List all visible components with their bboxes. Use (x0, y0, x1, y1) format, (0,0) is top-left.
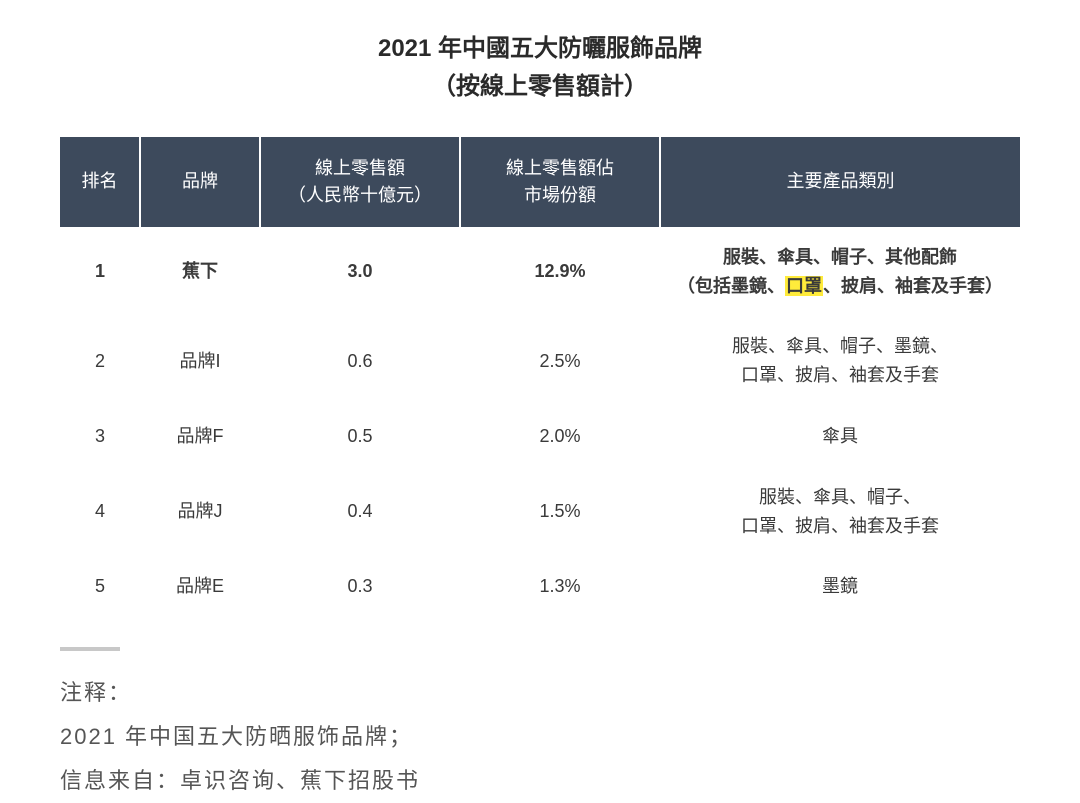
notes-line-2: 信息来自：卓识咨询、蕉下招股书 (60, 759, 1020, 803)
cell-sales: 3.0 (260, 227, 460, 317)
cell-rank: 4 (60, 467, 140, 557)
notes-label: 注释： (60, 671, 1020, 715)
cell-rank: 5 (60, 556, 140, 617)
cell-rank: 1 (60, 227, 140, 317)
cell-brand: 品牌I (140, 316, 260, 406)
notes-block: 注释： 2021 年中国五大防晒服饰品牌； 信息来自：卓识咨询、蕉下招股书 (60, 671, 1020, 803)
col-header-products: 主要產品類別 (660, 137, 1020, 227)
cell-brand: 品牌E (140, 556, 260, 617)
col-header-sales: 線上零售額（人民幣十億元） (260, 137, 460, 227)
table-row: 1蕉下3.012.9%服裝、傘具、帽子、其他配飾（包括墨鏡、口罩、披肩、袖套及手… (60, 227, 1020, 317)
cell-brand: 品牌F (140, 406, 260, 467)
cell-products: 服裝、傘具、帽子、墨鏡、口罩、披肩、袖套及手套 (660, 316, 1020, 406)
cell-products: 傘具 (660, 406, 1020, 467)
cell-share: 2.5% (460, 316, 660, 406)
cell-sales: 0.3 (260, 556, 460, 617)
cell-sales: 0.4 (260, 467, 460, 557)
cell-sales: 0.5 (260, 406, 460, 467)
col-header-rank-text: 排名 (82, 171, 118, 191)
col-header-brand-text: 品牌 (182, 171, 218, 191)
table-header-row: 排名 品牌 線上零售額（人民幣十億元） 線上零售額佔市場份額 主要產品類別 (60, 137, 1020, 227)
col-header-share-text: 線上零售額佔市場份額 (506, 158, 614, 205)
table-body: 1蕉下3.012.9%服裝、傘具、帽子、其他配飾（包括墨鏡、口罩、披肩、袖套及手… (60, 227, 1020, 617)
cell-share: 1.5% (460, 467, 660, 557)
cell-brand: 蕉下 (140, 227, 260, 317)
title-line-1: 2021 年中國五大防曬服飾品牌 (60, 30, 1020, 68)
col-header-products-text: 主要產品類別 (787, 171, 895, 191)
cell-sales: 0.6 (260, 316, 460, 406)
table-row: 2品牌I0.62.5%服裝、傘具、帽子、墨鏡、口罩、披肩、袖套及手套 (60, 316, 1020, 406)
table-row: 3品牌F0.52.0%傘具 (60, 406, 1020, 467)
cell-products: 服裝、傘具、帽子、口罩、披肩、袖套及手套 (660, 467, 1020, 557)
brands-table: 排名 品牌 線上零售額（人民幣十億元） 線上零售額佔市場份額 主要產品類別 1蕉… (60, 137, 1020, 617)
table-row: 4品牌J0.41.5%服裝、傘具、帽子、口罩、披肩、袖套及手套 (60, 467, 1020, 557)
cell-products: 墨鏡 (660, 556, 1020, 617)
cell-share: 2.0% (460, 406, 660, 467)
col-header-brand: 品牌 (140, 137, 260, 227)
cell-share: 12.9% (460, 227, 660, 317)
products-highlight: 口罩 (785, 276, 823, 296)
notes-line-1: 2021 年中国五大防晒服饰品牌； (60, 715, 1020, 759)
cell-rank: 2 (60, 316, 140, 406)
col-header-share: 線上零售額佔市場份額 (460, 137, 660, 227)
divider (60, 647, 120, 651)
table-row: 5品牌E0.31.3%墨鏡 (60, 556, 1020, 617)
col-header-rank: 排名 (60, 137, 140, 227)
products-post: 、披肩、袖套及手套） (823, 276, 1003, 296)
cell-rank: 3 (60, 406, 140, 467)
cell-brand: 品牌J (140, 467, 260, 557)
title-line-2: （按線上零售額計） (60, 68, 1020, 106)
cell-share: 1.3% (460, 556, 660, 617)
col-header-sales-text: 線上零售額（人民幣十億元） (288, 158, 432, 205)
title-block: 2021 年中國五大防曬服飾品牌 （按線上零售額計） (60, 30, 1020, 107)
cell-products: 服裝、傘具、帽子、其他配飾（包括墨鏡、口罩、披肩、袖套及手套） (660, 227, 1020, 317)
